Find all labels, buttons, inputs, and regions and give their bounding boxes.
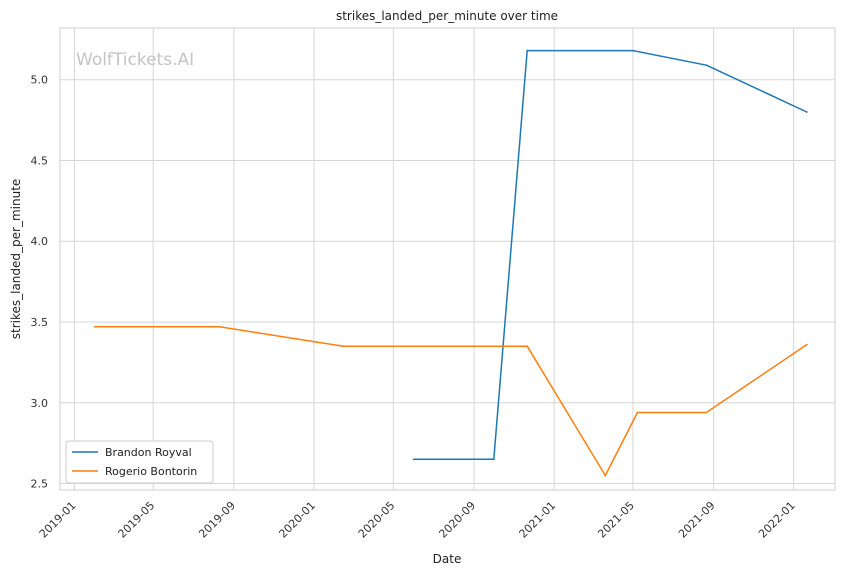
data-point-brandon-royval bbox=[705, 64, 708, 67]
grid bbox=[60, 28, 835, 490]
legend: Brandon Royval Rogerio Bontorin bbox=[65, 440, 214, 484]
series-line-rogerio-bontorin bbox=[94, 326, 808, 477]
data-point-rogerio-bontorin bbox=[604, 474, 607, 477]
data-point-rogerio-bontorin bbox=[342, 345, 345, 348]
data-point-brandon-royval bbox=[526, 49, 529, 52]
series-layer bbox=[93, 49, 808, 477]
x-axis-label: Date bbox=[433, 552, 462, 566]
data-point-brandon-royval bbox=[492, 458, 495, 461]
legend-label-rogerio-bontorin: Rogerio Bontorin bbox=[105, 465, 197, 478]
y-tick-label: 5.0 bbox=[31, 74, 49, 87]
watermark: WolfTickets.AI bbox=[76, 50, 194, 70]
y-axis-label: strikes_landed_per_minute bbox=[9, 179, 23, 340]
data-point-rogerio-bontorin bbox=[93, 325, 96, 328]
data-point-rogerio-bontorin bbox=[526, 345, 529, 348]
data-point-rogerio-bontorin bbox=[705, 411, 708, 414]
chart-title: strikes_landed_per_minute over time bbox=[336, 9, 558, 23]
series-line-brandon-royval bbox=[413, 49, 808, 461]
data-point-brandon-royval bbox=[632, 49, 634, 52]
y-axis-ticks: 2.5 3.0 3.5 4.0 4.5 5.0 bbox=[31, 74, 49, 491]
data-point-rogerio-bontorin bbox=[218, 325, 221, 328]
data-point-rogerio-bontorin bbox=[805, 343, 808, 346]
y-tick-label: 4.0 bbox=[31, 235, 49, 248]
data-point-brandon-royval bbox=[412, 458, 415, 461]
legend-label-brandon-royval: Brandon Royval bbox=[105, 446, 192, 459]
y-tick-label: 2.5 bbox=[31, 478, 49, 491]
data-point-brandon-royval bbox=[805, 111, 808, 113]
y-tick-label: 3.0 bbox=[31, 397, 49, 410]
y-tick-label: 3.5 bbox=[31, 316, 49, 329]
legend-box bbox=[65, 440, 214, 484]
data-point-rogerio-bontorin bbox=[636, 411, 639, 414]
y-tick-label: 4.5 bbox=[31, 154, 49, 167]
plot-frame bbox=[59, 27, 836, 491]
